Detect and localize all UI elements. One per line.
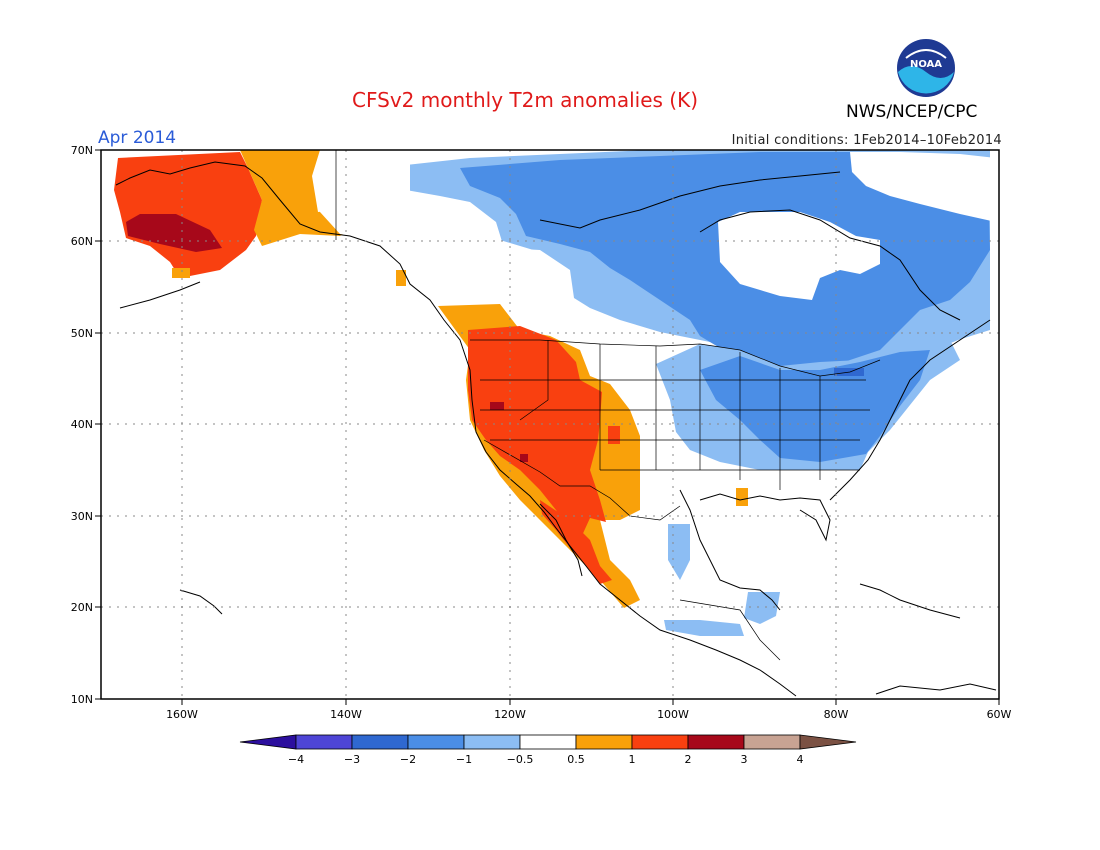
- colorbar-swatch: [463, 734, 521, 750]
- political-borders: [335, 150, 881, 661]
- anomaly-region-neutral-arctic: [850, 152, 996, 222]
- anomaly-cell: [608, 426, 620, 444]
- colorbar-tick-label: −2: [400, 753, 416, 766]
- colorbar-tick-label: 0.5: [567, 753, 585, 766]
- colorbar-tick-label: 2: [685, 753, 692, 766]
- lon-label-140w: 140W: [330, 708, 362, 721]
- map-content: [101, 150, 999, 699]
- lat-label-20n: 20N: [71, 601, 93, 614]
- chart-title: CFSv2 monthly T2m anomalies (K): [352, 88, 698, 112]
- colorbar-swatch: [295, 734, 353, 750]
- organization-label: NWS/NCEP/CPC: [846, 102, 978, 122]
- lat-label-40n: 40N: [71, 418, 93, 431]
- forecast-month-label: Apr 2014: [98, 128, 177, 148]
- anomaly-region-west-warm: [468, 326, 606, 540]
- colorbar-swatch: [743, 734, 801, 750]
- colorbar-tick-label: −0.5: [507, 753, 534, 766]
- colorbar-tick-label: −1: [456, 753, 472, 766]
- anomaly-region-neutral-pacific: [320, 150, 574, 330]
- initial-conditions-label: Initial conditions: 1Feb2014–10Feb2014: [731, 133, 1002, 148]
- colorbar-swatches: [239, 734, 857, 750]
- lat-label-10n: 10N: [71, 693, 93, 706]
- anomaly-region-alaska-hot: [126, 214, 222, 252]
- anomaly-region-neutral-north: [718, 212, 880, 300]
- colorbar-swatch: [687, 734, 745, 750]
- colorbar-tick-label: −3: [344, 753, 360, 766]
- anomaly-cell: [396, 270, 406, 286]
- lon-label-100w: 100W: [657, 708, 689, 721]
- colorbar-extend-high: [799, 734, 857, 750]
- lon-label-60w: 60W: [987, 708, 1012, 721]
- colorbar-tick-label: 4: [797, 753, 804, 766]
- lon-label-160w: 160W: [166, 708, 198, 721]
- anomaly-cell-hot: [520, 454, 528, 462]
- axis-ticks: [95, 149, 1000, 705]
- lat-label-30n: 30N: [71, 510, 93, 523]
- colorbar-swatch: [407, 734, 465, 750]
- anomaly-cell-hot: [490, 402, 504, 410]
- lon-label-120w: 120W: [494, 708, 526, 721]
- colorbar-swatch: [575, 734, 633, 750]
- anomaly-region-east-cold: [700, 350, 930, 462]
- anomaly-cell: [172, 268, 190, 278]
- anomaly-region-alaska-warm: [114, 152, 262, 278]
- lon-label-80w: 80W: [824, 708, 849, 721]
- colorbar-labels: −4 −3 −2 −1 −0.5 0.5 1 2 3 4: [288, 753, 804, 766]
- colorbar-tick-label: 1: [629, 753, 636, 766]
- colorbar-swatch: [519, 734, 577, 750]
- lat-label-70n: 70N: [71, 144, 93, 157]
- lat-label-50n: 50N: [71, 327, 93, 340]
- lat-label-60n: 60N: [71, 235, 93, 248]
- anomaly-region-gulf-cool: [744, 592, 780, 624]
- anomaly-region-pacific-cool: [664, 620, 744, 636]
- colorbar-tick-label: 3: [741, 753, 748, 766]
- noaa-logo-icon: NOAA: [897, 39, 955, 97]
- colorbar-swatch: [631, 734, 689, 750]
- anomaly-cell: [736, 488, 748, 506]
- colorbar-tick-label: −4: [288, 753, 304, 766]
- coastlines: [115, 161, 997, 697]
- graticule: [101, 150, 999, 699]
- logo-text: NOAA: [910, 59, 942, 70]
- colorbar-swatch: [351, 734, 409, 750]
- anomaly-region-baja-warm: [540, 500, 612, 584]
- colorbar-extend-low: [239, 734, 297, 750]
